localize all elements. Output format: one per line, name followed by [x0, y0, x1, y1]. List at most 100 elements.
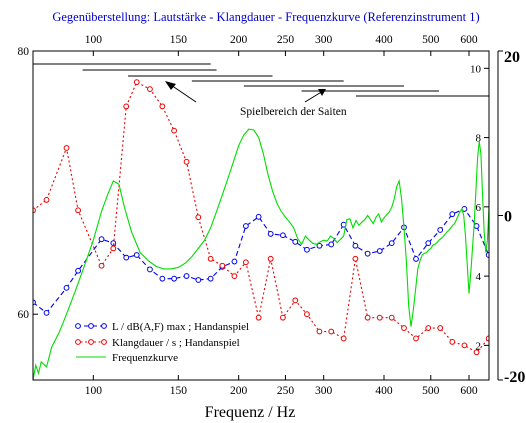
data-point [280, 314, 286, 321]
data-point [437, 325, 444, 331]
data-point [242, 223, 249, 229]
x-tick-label: 300 [315, 385, 333, 397]
data-point [304, 246, 310, 253]
legend-marker [101, 323, 107, 329]
data-point [388, 240, 395, 247]
data-point [425, 240, 432, 247]
y-tick-label-right-inner: 2 [476, 340, 482, 352]
legend-label-3: Frequenzkurve [112, 352, 178, 364]
data-point [195, 277, 202, 283]
data-point [376, 314, 383, 321]
data-point [110, 245, 117, 252]
y-tick-label-right-outer: 20 [504, 49, 520, 66]
data-point [183, 158, 190, 165]
data-point [147, 266, 153, 273]
x-tick-label-top: 400 [375, 34, 393, 46]
data-point [364, 250, 371, 257]
data-point [292, 238, 299, 245]
data-point [195, 214, 202, 221]
plot-border [32, 50, 490, 381]
data-point [340, 335, 347, 342]
data-point [183, 273, 190, 279]
data-point [98, 236, 105, 243]
data-point [159, 275, 166, 282]
legend-marker [75, 339, 81, 345]
data-point [123, 103, 130, 110]
x-tick-label-top: 600 [460, 34, 478, 46]
annotation-text: Spielbereich der Saiten [240, 106, 347, 118]
data-point [292, 297, 299, 304]
legend-marker [88, 339, 94, 345]
data-point [207, 275, 214, 282]
data-point [43, 309, 50, 316]
series-layer [33, 79, 489, 380]
data-point [316, 242, 323, 249]
y-tick-label-right-inner: 10 [470, 63, 482, 75]
data-point [75, 267, 82, 274]
y-tick-label-right-inner: 6 [476, 202, 482, 214]
data-point [171, 127, 178, 134]
data-point [388, 314, 395, 321]
x-tick-label-top: 150 [170, 34, 188, 46]
x-tick-label-top: 100 [85, 34, 103, 46]
data-point [304, 311, 310, 318]
legend: L / dB(A,F) max ; Handanspiel Klangdauer … [75, 321, 249, 364]
x-tick-label: 150 [170, 385, 188, 397]
data-point [364, 314, 371, 321]
y-tick-label-left: 60 [18, 309, 30, 321]
data-point [328, 241, 335, 248]
x-axis-label: Frequenz / Hz [205, 404, 296, 421]
data-point [255, 213, 262, 220]
y-tick-label-right-outer: 0 [504, 209, 512, 226]
data-point [473, 223, 480, 229]
data-point [352, 242, 359, 249]
data-point [171, 275, 178, 282]
annotation-arrowhead-right [318, 89, 326, 96]
x-tick-label: 500 [422, 385, 440, 397]
annotation-arrow-right [304, 90, 324, 103]
data-point [133, 252, 140, 258]
annotation: Spielbereich der Saiten [165, 81, 347, 118]
y-tick-label-right-inner: 8 [476, 133, 482, 145]
data-point [63, 284, 70, 291]
data-point [242, 259, 249, 266]
legend-marker [75, 323, 81, 329]
data-point [437, 227, 444, 233]
chart-title: Gegenüberstellung: Lautstärke - Klangdau… [52, 10, 479, 24]
data-point [280, 232, 286, 239]
data-point [267, 255, 274, 262]
x-tick-label-top: 500 [422, 34, 440, 46]
data-point [449, 339, 456, 345]
data-point [231, 273, 238, 280]
range-lines [33, 63, 489, 97]
data-point [207, 255, 214, 262]
legend-label-2: Klangdauer / s ; Handanspiel [112, 337, 240, 349]
data-point [255, 314, 262, 321]
data-point [316, 328, 323, 335]
data-point [43, 197, 50, 203]
data-point [401, 325, 407, 331]
axis-ticks: 1001001501502002002502503003004004005005… [18, 34, 526, 397]
legend-label-1: L / dB(A,F) max ; Handanspiel [112, 321, 249, 333]
x-tick-label: 250 [277, 385, 295, 397]
data-point [219, 262, 226, 269]
x-tick-label: 100 [85, 385, 103, 397]
data-point [123, 254, 130, 261]
y-tick-label-right-inner: 4 [476, 271, 482, 283]
data-point [328, 328, 335, 335]
data-point [352, 255, 359, 262]
x-tick-label-top: 300 [315, 34, 333, 46]
y-tick-label-left: 80 [18, 46, 30, 58]
x-tick-label: 600 [460, 385, 478, 397]
data-point [425, 325, 432, 331]
data-point [133, 79, 140, 86]
data-point [449, 211, 456, 218]
legend-marker [101, 339, 107, 345]
x-tick-label-top: 200 [230, 34, 248, 46]
x-tick-label: 200 [230, 385, 248, 397]
annotation-arrowhead-left [165, 81, 176, 90]
x-tick-label-top: 250 [277, 34, 295, 46]
data-point [147, 86, 153, 92]
data-point [413, 335, 419, 342]
